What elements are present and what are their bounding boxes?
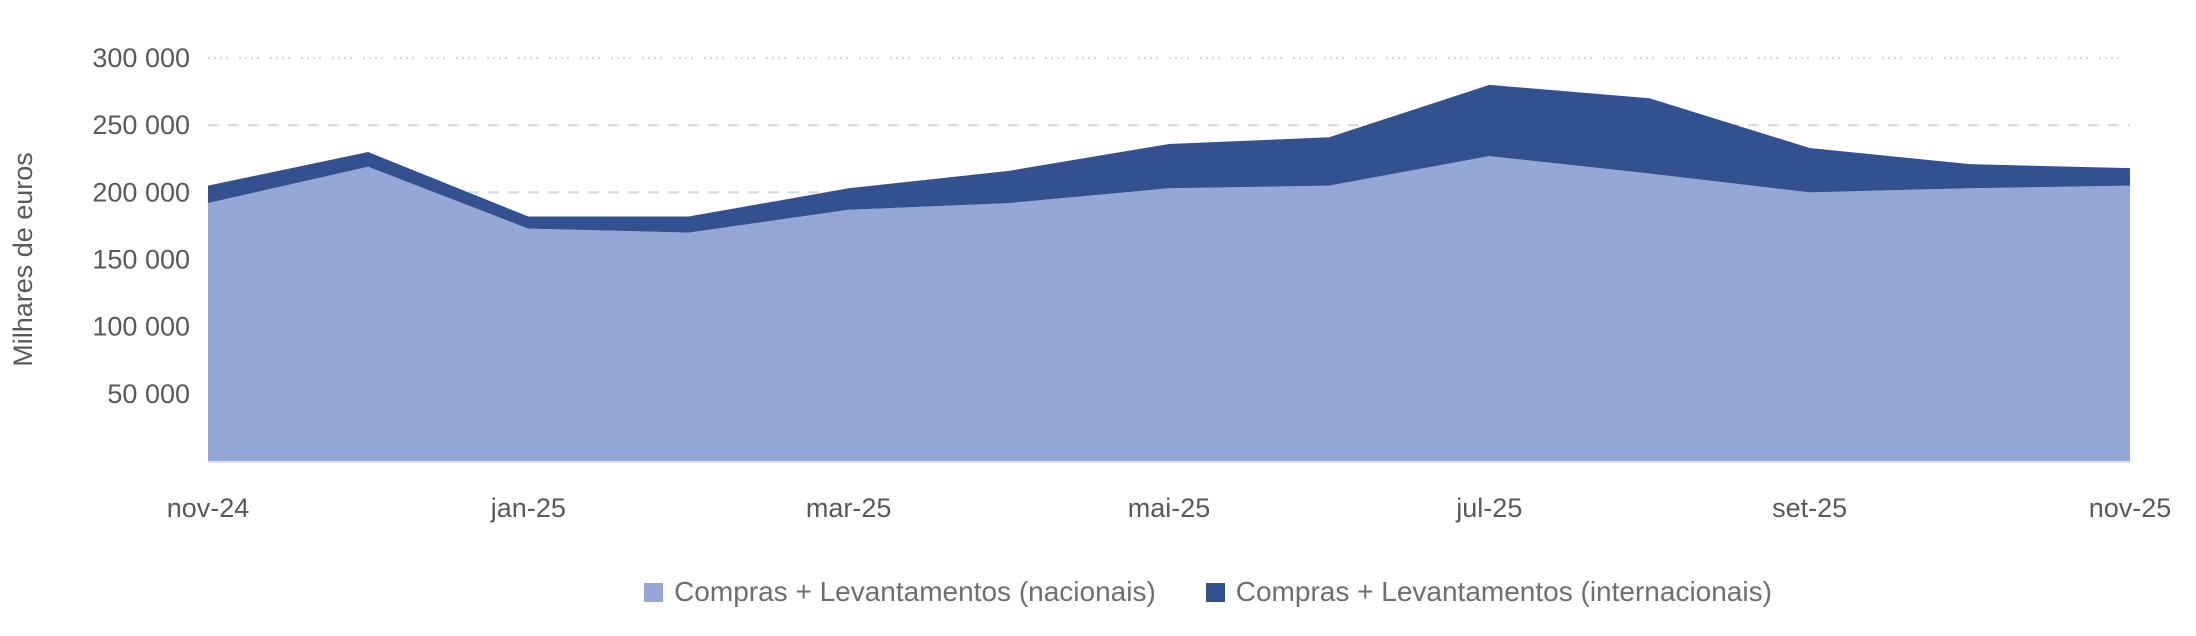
y-axis-title: Milhares de euros xyxy=(8,152,38,367)
chart-legend: Compras + Levantamentos (nacionais) Comp… xyxy=(0,574,2196,610)
legend-swatch-internacionais-icon xyxy=(1205,582,1225,602)
legend-item-internacionais: Compras + Levantamentos (internacionais) xyxy=(1205,576,1772,608)
y-tick-label-100000: 100 000 xyxy=(92,312,190,342)
legend-swatch-nacionais-icon xyxy=(644,582,664,602)
area-nacionais xyxy=(208,156,2130,461)
y-tick-label-150000: 150 000 xyxy=(92,245,190,275)
y-tick-label-200000: 200 000 xyxy=(92,177,190,207)
y-tick-label-250000: 250 000 xyxy=(92,110,190,140)
x-tick-label-set-25: set-25 xyxy=(1772,493,1847,523)
legend-label-internacionais: Compras + Levantamentos (internacionais) xyxy=(1235,576,1772,607)
stacked-area-chart: 300 000 250 000 200 000 150 000 100 000 50 00… xyxy=(8,43,2172,523)
x-tick-label-nov-24: nov-24 xyxy=(167,493,250,523)
legend-item-nacionais: Compras + Levantamentos (nacionais) xyxy=(644,576,1156,608)
y-tick-label-300000: 300 000 xyxy=(92,43,190,73)
x-tick-label-mar-25: mar-25 xyxy=(806,493,892,523)
x-tick-label-jan-25: jan-25 xyxy=(490,493,566,523)
y-tick-label-50000: 50 000 xyxy=(107,379,190,409)
x-tick-label-jul-25: jul-25 xyxy=(1455,493,1522,523)
x-tick-label-mai-25: mai-25 xyxy=(1128,493,1211,523)
x-tick-label-nov-25: nov-25 xyxy=(2089,493,2172,523)
legend-label-nacionais: Compras + Levantamentos (nacionais) xyxy=(674,576,1156,607)
area-internacionais xyxy=(208,84,2130,233)
